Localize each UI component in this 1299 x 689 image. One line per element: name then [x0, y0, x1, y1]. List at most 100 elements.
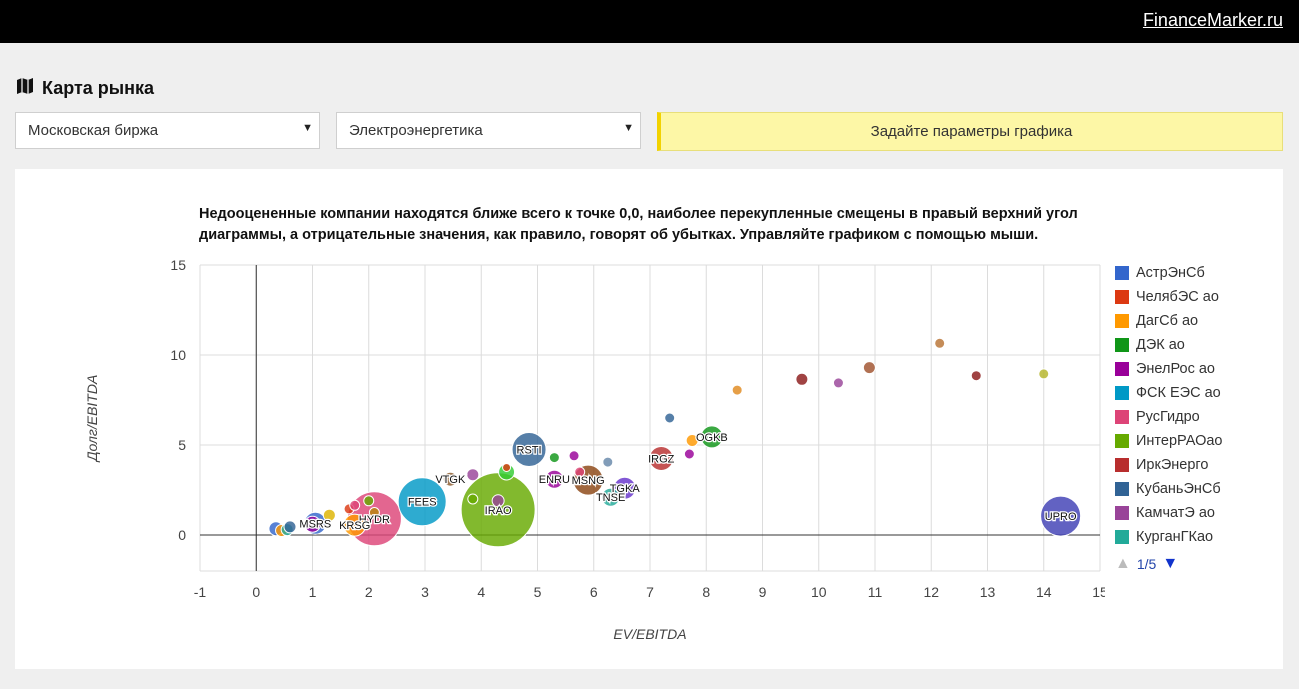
bubble[interactable]: [574, 466, 586, 478]
legend-item[interactable]: АстрЭнСб: [1115, 261, 1275, 285]
legend-swatch: [1115, 506, 1129, 520]
legend-swatch: [1115, 266, 1129, 280]
bubble[interactable]: [363, 495, 375, 507]
bubble[interactable]: [442, 471, 458, 487]
legend-item[interactable]: РусГидро: [1115, 405, 1275, 429]
sector-select[interactable]: Электроэнергетика ▼: [336, 112, 641, 149]
bubble-label: FEES: [408, 497, 437, 509]
legend-page: 1/5: [1136, 556, 1157, 572]
legend-item[interactable]: ИнтерРАОао: [1115, 429, 1275, 453]
bubble[interactable]: [544, 469, 564, 489]
bubble[interactable]: [934, 337, 946, 349]
page-heading: Карта рынка: [16, 76, 154, 100]
y-tick-label: 10: [170, 347, 186, 363]
bubble[interactable]: [283, 520, 297, 534]
legend-item[interactable]: ИркЭнерго: [1115, 453, 1275, 477]
bubble-label: HYDR: [359, 514, 390, 526]
legend-label: ИнтерРАОао: [1136, 433, 1223, 449]
bubble[interactable]: [862, 361, 876, 375]
x-tick-label: 7: [646, 584, 654, 600]
bubble[interactable]: [700, 425, 724, 449]
bubble[interactable]: [548, 452, 560, 464]
legend-swatch: [1115, 290, 1129, 304]
bubble[interactable]: [1040, 495, 1082, 537]
legend-item[interactable]: ЧелябЭС ао: [1115, 285, 1275, 309]
legend-item[interactable]: ДЭК ао: [1115, 333, 1275, 357]
bubble[interactable]: [795, 372, 809, 386]
legend-swatch: [1115, 434, 1129, 448]
bubble[interactable]: [602, 456, 614, 468]
chevron-down-icon: ▼: [302, 122, 313, 134]
bubble[interactable]: [467, 493, 479, 505]
bubble[interactable]: [304, 515, 321, 533]
x-tick-label: 11: [868, 584, 883, 600]
bubble[interactable]: [731, 384, 743, 396]
legend-item[interactable]: КамчатЭ ао: [1115, 501, 1275, 525]
legend-swatch: [1115, 338, 1129, 352]
bubble[interactable]: [322, 508, 336, 522]
bubble[interactable]: [1038, 368, 1050, 380]
legend-label: ИркЭнерго: [1136, 457, 1209, 473]
legend-label: ДагСб ао: [1136, 313, 1199, 329]
x-tick-label: 15: [1092, 584, 1105, 600]
x-tick-label: 2: [365, 584, 373, 600]
top-bar: FinanceMarker.ru: [0, 0, 1299, 43]
scatter-chart[interactable]: -1 0 1 2 3 4 5 6 7 8 9 10 11 12 13 14 15051015EV/EBITDAД…: [15, 169, 1105, 669]
bubble[interactable]: [343, 513, 367, 537]
bubble-label: TNSE: [596, 492, 625, 504]
bubble[interactable]: [685, 434, 699, 447]
legend-label: КамчатЭ ао: [1136, 505, 1215, 521]
y-tick-label: 0: [178, 527, 186, 543]
bubble[interactable]: [511, 432, 547, 467]
x-tick-label: 4: [477, 584, 485, 600]
arrow-up-icon[interactable]: ▲: [1115, 555, 1131, 572]
bubble-label: RSTI: [517, 445, 542, 457]
legend-pager: ▲ 1/5 ▼: [1115, 555, 1275, 573]
x-tick-label: 5: [534, 584, 542, 600]
arrow-down-icon[interactable]: ▼: [1162, 555, 1179, 572]
bubble[interactable]: [664, 412, 676, 424]
legend-item[interactable]: КурганГКао: [1115, 525, 1275, 549]
legend-item[interactable]: ЭнелРос ао: [1115, 357, 1275, 381]
bubble-label: KRSG: [339, 520, 370, 532]
x-axis-title: EV/EBITDA: [613, 626, 686, 642]
bubble-label: MSRS: [299, 518, 331, 530]
legend-label: ФСК ЕЭС ао: [1136, 385, 1221, 401]
legend-swatch: [1115, 482, 1129, 496]
bubble[interactable]: [491, 494, 505, 508]
bubble[interactable]: [349, 499, 361, 511]
brand-link[interactable]: FinanceMarker.ru: [1142, 10, 1283, 30]
legend-label: АстрЭнСб: [1136, 265, 1205, 281]
exchange-select[interactable]: Московская биржа ▼: [15, 112, 320, 149]
legend-label: ЧелябЭС ао: [1136, 289, 1219, 305]
bubble[interactable]: [601, 487, 621, 507]
page-title: Карта рынка: [42, 77, 155, 98]
legend-item[interactable]: ФСК ЕЭС ао: [1115, 381, 1275, 405]
bubble-label: TGKA: [610, 483, 641, 495]
bubble[interactable]: [368, 507, 380, 518]
bubble-label: OGKB: [696, 432, 728, 444]
bubble-label: IRGZ: [648, 454, 675, 466]
bubble[interactable]: [683, 448, 695, 460]
legend-swatch: [1115, 530, 1129, 544]
legend-item[interactable]: КубаньЭнСб: [1115, 477, 1275, 501]
bubble[interactable]: [502, 463, 512, 472]
legend-label: КурганГКао: [1136, 529, 1214, 545]
x-tick-label: 0: [252, 584, 260, 600]
y-tick-label: 15: [170, 257, 186, 273]
bubble[interactable]: [832, 377, 844, 389]
legend-label: КубаньЭнСб: [1136, 481, 1221, 497]
bubble[interactable]: [970, 370, 982, 382]
chart-panel: Недооцененные компании находятся ближе в…: [15, 169, 1283, 669]
bubble[interactable]: [466, 468, 480, 482]
bubble[interactable]: [648, 446, 674, 471]
sector-select-value: Электроэнергетика: [349, 122, 483, 139]
legend-item[interactable]: ДагСб ао: [1115, 309, 1275, 333]
bubble-label: ENRU: [539, 474, 570, 486]
x-tick-label: 8: [702, 584, 710, 600]
legend-swatch: [1115, 314, 1129, 328]
map-icon: [16, 77, 34, 100]
bubble[interactable]: [397, 477, 447, 527]
bubble[interactable]: [568, 450, 580, 462]
bubble-label: VTGK: [435, 474, 466, 486]
